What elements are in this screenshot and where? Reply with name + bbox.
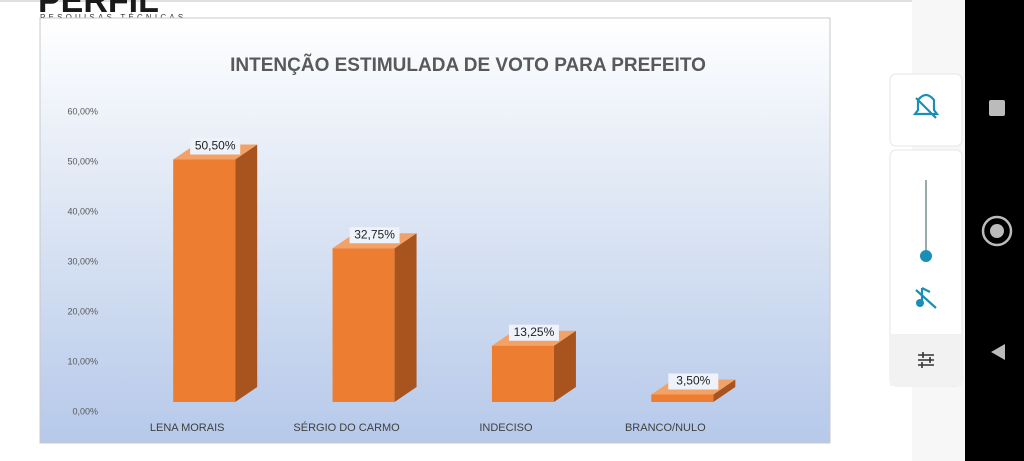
- x-tick-label: LENA MORAIS: [150, 422, 225, 434]
- bar: [491, 345, 554, 402]
- value-label: 50,50%: [195, 139, 236, 153]
- bar: [332, 248, 395, 402]
- settings-icon: [918, 352, 934, 368]
- value-label: 3,50%: [676, 374, 710, 388]
- chart-title: INTENÇÃO ESTIMULADA DE VOTO PARA PREFEIT…: [230, 54, 706, 76]
- bar: [173, 159, 236, 402]
- value-label-box: [508, 324, 559, 341]
- recents-button[interactable]: [989, 100, 1005, 116]
- x-tick-label: BRANCO/NULO: [625, 422, 706, 434]
- chart-frame: [39, 17, 831, 444]
- logo: PERFIL: [38, 0, 159, 20]
- back-button[interactable]: [991, 344, 1005, 360]
- y-tick-label: 50,00%: [67, 156, 98, 166]
- music-note: [916, 299, 924, 307]
- home-button[interactable]: [981, 215, 1013, 247]
- value-label: 32,75%: [354, 227, 395, 241]
- y-tick-label: 20,00%: [67, 306, 98, 316]
- bar-side: [235, 144, 258, 402]
- y-tick-label: 60,00%: [67, 106, 98, 116]
- value-label-box: [349, 227, 400, 244]
- value-label: 13,25%: [514, 325, 555, 339]
- bar-side: [553, 330, 576, 402]
- bar-side: [394, 233, 417, 402]
- bar: [651, 394, 714, 402]
- value-label-box: [190, 138, 241, 155]
- y-tick-label: 0,00%: [72, 406, 98, 416]
- bell-off-icon: [912, 93, 940, 119]
- home-dot: [990, 224, 1004, 238]
- x-tick-label: SÉRGIO DO CARMO: [293, 421, 400, 434]
- x-tick-label: INDECISO: [479, 422, 533, 434]
- volume-thumb[interactable]: [920, 250, 932, 262]
- bar-side: [713, 379, 736, 402]
- y-tick-label: 40,00%: [67, 206, 98, 216]
- plot: 0,00% 10,00% 20,00% 30,00% 40,00% 50,00% 60,00…: [67, 106, 736, 434]
- top-edge: [0, 0, 912, 2]
- y-tick-label: 30,00%: [67, 256, 98, 266]
- value-label-box: [668, 373, 719, 390]
- mute-button[interactable]: [889, 73, 963, 147]
- y-tick-label: 10,00%: [67, 356, 98, 366]
